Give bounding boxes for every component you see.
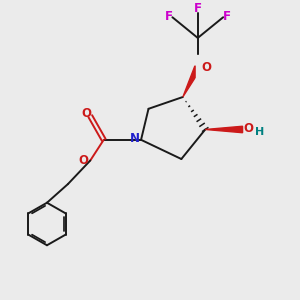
Text: N: N: [130, 132, 140, 145]
Text: F: F: [165, 10, 173, 23]
Text: O: O: [79, 154, 89, 167]
Text: F: F: [223, 10, 231, 23]
Text: H: H: [255, 127, 265, 137]
Text: F: F: [194, 2, 202, 15]
Text: O: O: [82, 107, 92, 120]
Text: O: O: [201, 61, 211, 74]
Polygon shape: [205, 126, 243, 133]
Text: O: O: [243, 122, 253, 135]
Polygon shape: [183, 66, 201, 97]
